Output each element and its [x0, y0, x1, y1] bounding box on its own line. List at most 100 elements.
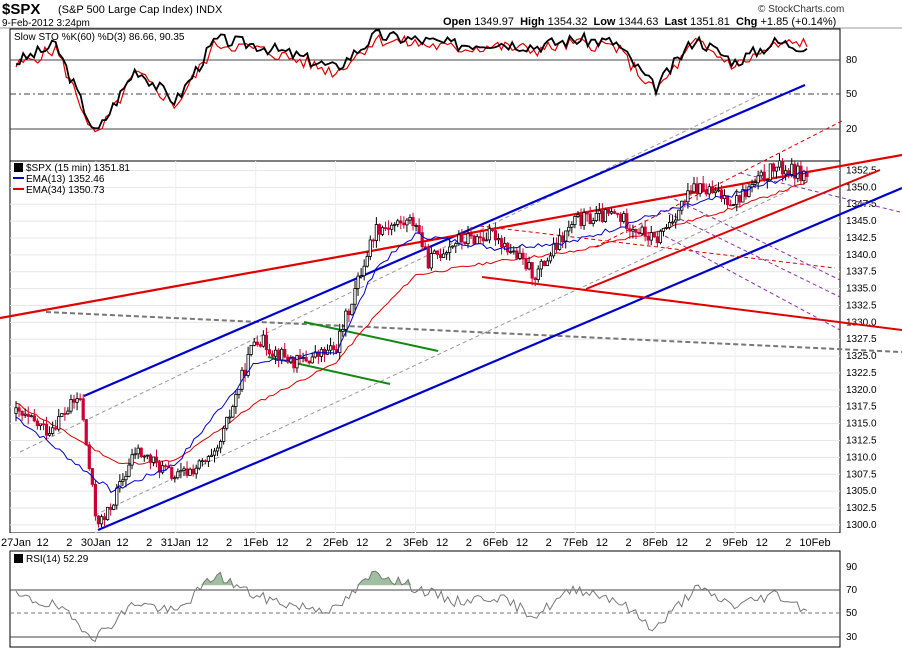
- price-bar-body: [487, 228, 491, 241]
- price-bar-body: [54, 427, 58, 430]
- trendline-red-lower: [481, 276, 902, 331]
- price-bar-body: [438, 254, 443, 258]
- price-bar-body: [362, 265, 366, 277]
- x-axis-label: 8Feb: [643, 537, 668, 549]
- price-bar-body: [353, 288, 357, 305]
- price-bar-body: [151, 456, 156, 463]
- price-bar-body: [429, 253, 433, 269]
- x-axis-label: 2: [785, 537, 791, 549]
- price-tick: 1327.5: [846, 334, 877, 345]
- price-bar-body: [661, 227, 666, 232]
- price-bar-body: [374, 224, 378, 241]
- x-axis-band: [0, 533, 902, 551]
- price-bar-body: [646, 235, 650, 241]
- price-bar-body: [133, 453, 137, 456]
- price-bar-body: [597, 210, 601, 214]
- trendline-red-wedge-lower: [585, 169, 881, 290]
- price-tick: 1320.0: [846, 385, 877, 396]
- price-bar-body: [649, 232, 653, 241]
- price-bar-body: [729, 204, 733, 207]
- price-bar-body: [112, 504, 116, 510]
- price-bar-body: [704, 190, 708, 195]
- price-bar-body: [463, 241, 467, 245]
- price-bar-body: [509, 251, 513, 254]
- price-bar-body: [713, 190, 717, 194]
- price-bar-body: [325, 349, 330, 355]
- price-bar-body: [139, 447, 143, 458]
- rsi-tick-70: 70: [846, 585, 858, 596]
- price-bar-body: [719, 189, 724, 200]
- date-time: 9-Feb-2012 3:24pm: [2, 18, 90, 29]
- price-bar-body: [658, 230, 663, 243]
- price-bar-body: [194, 467, 198, 475]
- price-bar-body: [44, 423, 49, 436]
- price-bar-body: [686, 190, 690, 203]
- x-axis-label: 12: [37, 537, 49, 549]
- price-bar-body: [628, 228, 632, 232]
- price-bar-body: [515, 250, 519, 259]
- x-axis-label: 10Feb: [799, 537, 830, 549]
- price-bar-body: [249, 344, 253, 355]
- x-axis-label: 12: [596, 537, 608, 549]
- price-bar-body: [667, 222, 672, 228]
- price-bar-body: [313, 351, 317, 358]
- price-bar-body: [332, 345, 336, 350]
- price-bar-body: [41, 423, 46, 426]
- price-bar-body: [69, 399, 73, 412]
- price-bar-body: [399, 220, 403, 224]
- price-tick: 1307.5: [846, 469, 877, 480]
- price-bar-body: [212, 450, 217, 456]
- price-bar-body: [182, 468, 186, 471]
- price-bar-body: [371, 239, 375, 242]
- price-bar-body: [200, 460, 204, 463]
- ema34-line: [15, 181, 808, 465]
- price-bar-body: [203, 460, 207, 463]
- price-bar-body: [744, 189, 748, 197]
- x-axis-label: 7Feb: [563, 537, 588, 549]
- rsi-tick-labels: 90 70 50 30: [846, 562, 858, 643]
- price-bar-body: [609, 211, 614, 214]
- price-bar-body: [777, 160, 782, 168]
- price-bar-body: [576, 214, 580, 217]
- price-bar-body: [478, 236, 482, 239]
- price-bar-body: [310, 356, 314, 364]
- x-axis-label: 2Feb: [323, 537, 348, 549]
- price-bar-body: [539, 260, 543, 270]
- x-axis-label: 2: [705, 537, 711, 549]
- price-bar-body: [405, 219, 409, 226]
- price-bar-body: [393, 224, 397, 226]
- trendline-purple-2: [667, 212, 841, 298]
- price-bar-body: [554, 243, 559, 250]
- price-bar-body: [188, 468, 192, 476]
- trendline-purple-1: [667, 195, 841, 281]
- price-tick: 1305.0: [846, 486, 877, 497]
- price-bar-body: [160, 465, 165, 473]
- price-bar-body: [258, 344, 262, 347]
- price-bar-body: [533, 277, 537, 281]
- price-bar-body: [762, 171, 766, 181]
- price-bar-body: [570, 224, 574, 228]
- trendline-red-dashed-2: [594, 120, 843, 248]
- price-bar-body: [426, 246, 430, 269]
- price-legend-main: $SPX (15 min) 1351.81: [26, 163, 130, 174]
- price-bar-body: [222, 427, 226, 442]
- price-bar-body: [613, 211, 617, 214]
- price-bar-body: [338, 330, 342, 353]
- price-bar-body: [118, 481, 122, 489]
- x-axis-label: 3Feb: [403, 537, 428, 549]
- price-bar-body: [234, 394, 238, 407]
- trendline-gray-dashed: [45, 311, 902, 353]
- price-bar-body: [386, 227, 391, 230]
- price-bar-body: [228, 416, 232, 419]
- price-bar-body: [99, 516, 104, 525]
- price-tick: 1330.0: [846, 317, 877, 328]
- price-bar-body: [756, 175, 760, 184]
- price-bar-body: [75, 398, 79, 403]
- price-bar-body: [738, 195, 742, 203]
- price-bar-body: [521, 252, 525, 260]
- price-tick: 1342.5: [846, 233, 877, 244]
- price-bar-body: [142, 455, 146, 458]
- x-axis-label: 12: [276, 537, 288, 549]
- rsi-tick-50: 50: [846, 608, 858, 619]
- price-bar-body: [328, 345, 333, 351]
